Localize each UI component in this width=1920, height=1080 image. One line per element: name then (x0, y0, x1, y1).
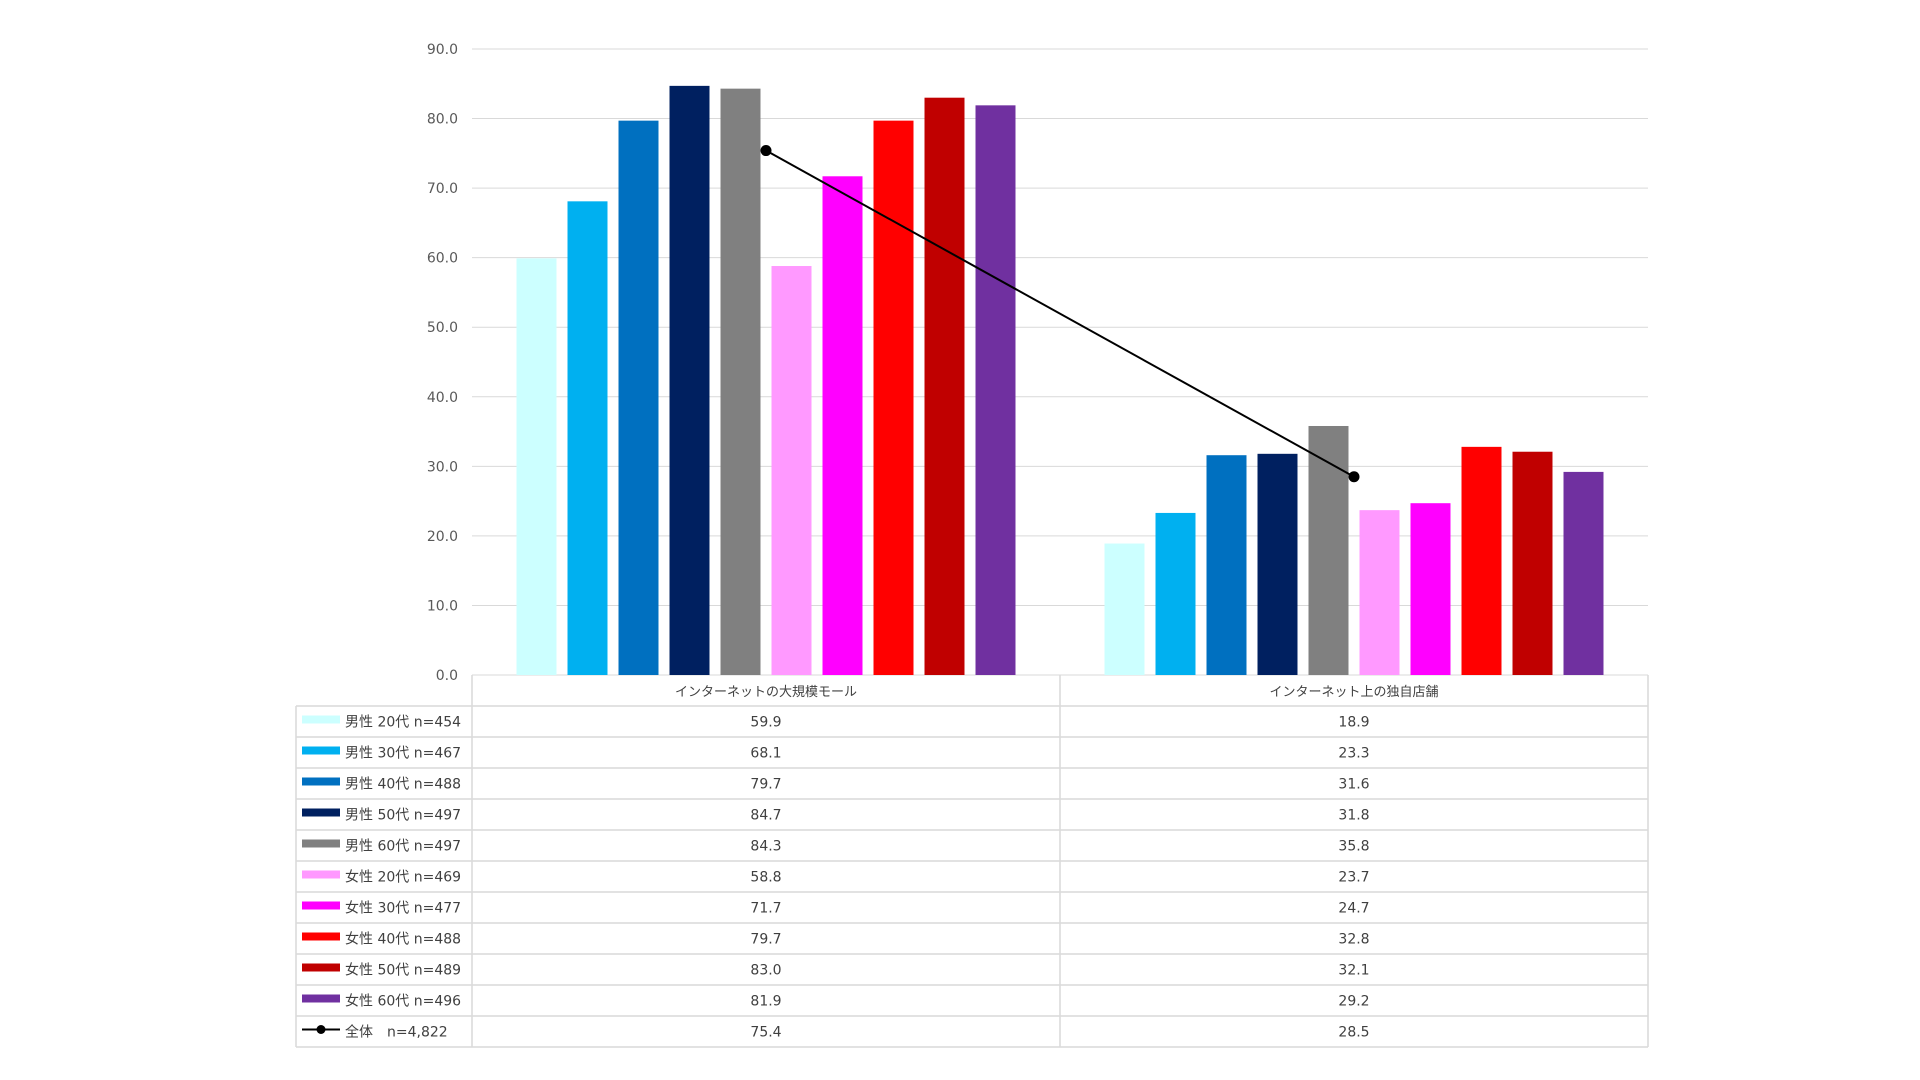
data-label: 23.7 (1338, 870, 1369, 886)
total-line-point (760, 145, 772, 157)
legend-label: 全体 n=4,822 (345, 1024, 448, 1041)
total-line-point (1348, 471, 1360, 483)
bar (1155, 512, 1196, 675)
data-label: 84.7 (750, 808, 781, 824)
legend-label: 女性 30代 n=477 (345, 900, 461, 917)
legend-swatch (302, 777, 340, 786)
data-label: 59.9 (750, 715, 781, 731)
legend-swatch (302, 870, 340, 879)
bar (924, 97, 965, 675)
y-tick-label: 60.0 (427, 251, 458, 267)
category-label: インターネット上の独自店舗 (1269, 685, 1438, 700)
legend-label: 男性 60代 n=497 (345, 839, 461, 855)
y-tick-label: 50.0 (427, 320, 458, 336)
legend-swatch (302, 808, 340, 817)
legend-swatch (302, 839, 340, 848)
bar (1206, 455, 1247, 675)
y-tick-label: 30.0 (427, 459, 458, 475)
legend-label: 女性 60代 n=496 (345, 993, 461, 1010)
data-label: 35.8 (1338, 839, 1369, 855)
legend-label: 男性 30代 n=467 (345, 746, 461, 762)
y-tick-label: 70.0 (427, 181, 458, 197)
y-tick-label: 40.0 (427, 390, 458, 406)
bar (771, 266, 812, 675)
y-tick-label: 0.0 (436, 668, 458, 684)
bar (822, 176, 863, 675)
data-label: 32.8 (1338, 932, 1369, 948)
bar (1104, 543, 1145, 675)
bar (975, 105, 1016, 676)
legend-swatch (302, 932, 340, 941)
data-label: 84.3 (750, 839, 781, 855)
bar (1563, 471, 1604, 675)
bar (618, 120, 659, 676)
bar (1359, 510, 1400, 675)
legend-label: 女性 40代 n=488 (345, 931, 461, 948)
category-label: インターネットの大規模モール (675, 685, 857, 700)
y-tick-label: 80.0 (427, 112, 458, 128)
total-line (765, 149, 1355, 478)
legend-line-marker (316, 1025, 326, 1034)
legend-label: 男性 20代 n=454 (345, 715, 461, 731)
legend-swatch (302, 994, 340, 1003)
legend-swatch (302, 715, 340, 724)
data-label: 28.5 (1338, 1025, 1369, 1041)
data-label: 24.7 (1338, 901, 1369, 917)
data-label: 58.8 (750, 870, 781, 886)
data-label: 31.8 (1338, 808, 1369, 824)
legend-label: 男性 50代 n=497 (345, 808, 461, 824)
y-tick-label: 10.0 (427, 598, 458, 614)
bar (669, 85, 710, 675)
data-label: 75.4 (750, 1025, 781, 1041)
data-label: 32.1 (1338, 963, 1369, 979)
data-label: 79.7 (750, 932, 781, 948)
data-label: 68.1 (750, 746, 781, 762)
bar (516, 258, 557, 675)
legend-swatch (302, 963, 340, 972)
legend-label: 男性 40代 n=488 (345, 777, 461, 793)
bar (873, 120, 914, 676)
data-label: 18.9 (1338, 715, 1369, 731)
legend-label: 女性 50代 n=489 (345, 962, 461, 979)
data-label: 79.7 (750, 777, 781, 793)
data-label: 81.9 (750, 994, 781, 1010)
y-tick-label: 20.0 (427, 529, 458, 545)
bar (1308, 425, 1349, 675)
legend-swatch (302, 746, 340, 755)
legend-swatch (302, 901, 340, 910)
bar (1410, 503, 1451, 675)
bar (567, 201, 608, 675)
bar (1461, 446, 1502, 675)
bar (1512, 451, 1553, 675)
bar (1257, 453, 1298, 675)
y-tick-label: 90.0 (427, 42, 458, 58)
legend-label: 女性 20代 n=469 (345, 869, 461, 886)
data-label: 71.7 (750, 901, 781, 917)
data-label: 23.3 (1338, 746, 1369, 762)
data-label: 83.0 (750, 963, 781, 979)
data-label: 31.6 (1338, 777, 1369, 793)
bar (720, 88, 761, 675)
data-label: 29.2 (1338, 994, 1369, 1010)
